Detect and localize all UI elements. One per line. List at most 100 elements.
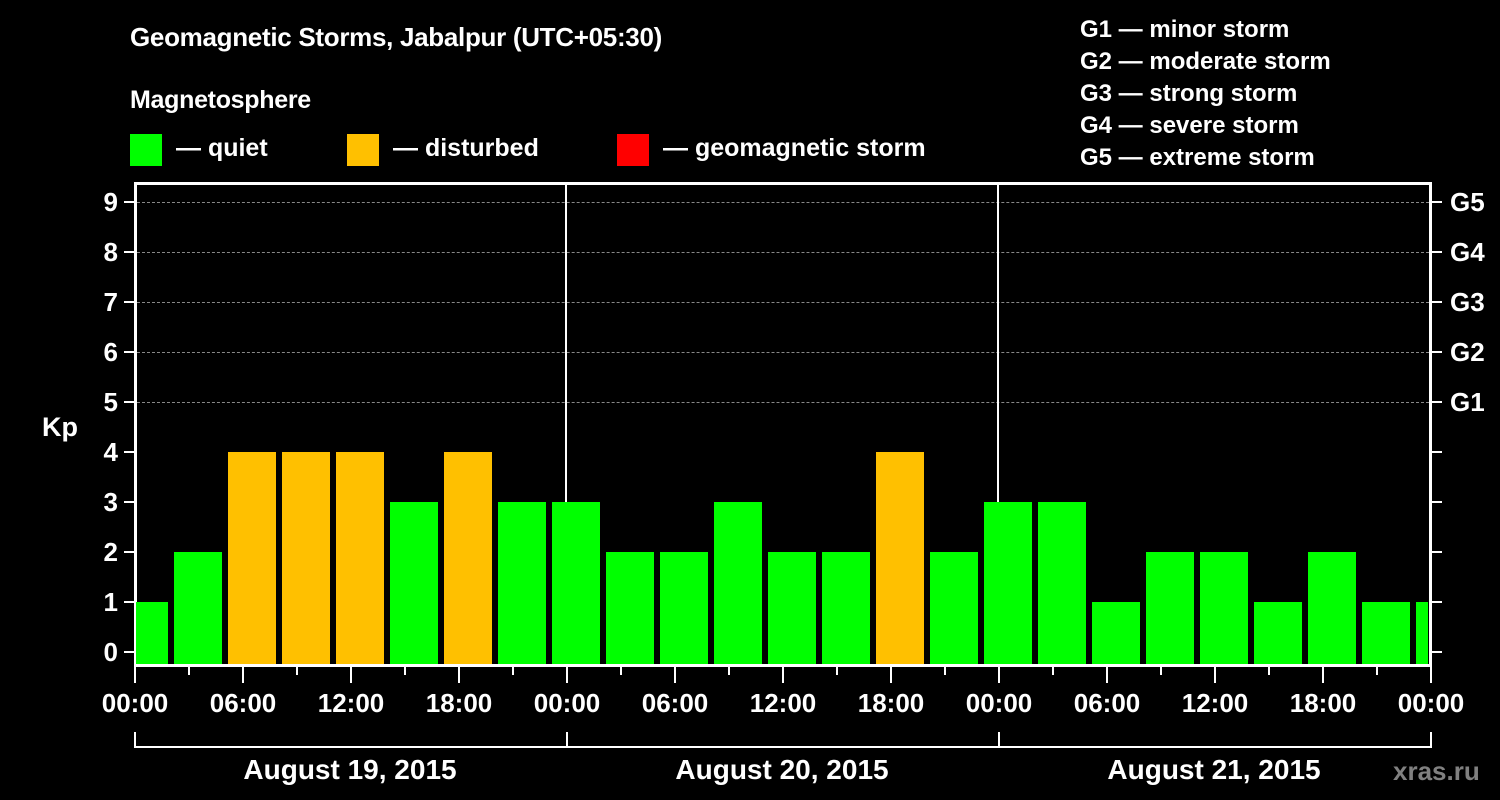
kp-bar [768,552,816,664]
y-tick [124,651,134,653]
x-tick [188,667,190,675]
kp-bar [390,502,438,664]
gridline [137,302,1429,303]
g-scale-label: G4 [1450,237,1485,267]
x-tick [728,667,730,675]
kp-bar [606,552,654,664]
x-tick [242,667,244,683]
day-separator [565,185,567,664]
kp-bar [228,452,276,664]
x-tick [1322,667,1324,683]
x-tick [1214,667,1216,683]
x-tick [782,667,784,683]
kp-bar [336,452,384,664]
gridline [137,352,1429,353]
plot-area [134,182,1432,667]
kp-bar [822,552,870,664]
x-tick [620,667,622,675]
kp-bar [1146,552,1194,664]
x-tick-label: 00:00 [533,688,601,718]
y-tick [124,551,134,553]
kp-bar [660,552,708,664]
kp-bar [1416,602,1428,664]
kp-bar [282,452,330,664]
date-bracket-end [566,732,568,748]
y-tick [124,601,134,603]
y-tick [124,301,134,303]
watermark: xras.ru [1393,756,1480,786]
right-tick [1432,301,1442,303]
y-tick-label: 2 [103,537,118,567]
storm-scale-g4: G4 — severe storm [1080,112,1299,139]
date-label: August 21, 2015 [1107,754,1321,785]
x-tick-label: 18:00 [425,688,493,718]
g-scale-label: G3 [1450,287,1485,317]
y-tick [124,401,134,403]
right-tick [1432,451,1442,453]
x-tick [998,667,1000,683]
legend-label-quiet: — quiet [176,134,268,162]
date-bracket-end [134,732,136,748]
right-tick [1432,201,1442,203]
legend-label-disturbed: — disturbed [393,134,539,162]
gridline [137,402,1429,403]
y-tick [124,201,134,203]
date-label: August 19, 2015 [243,754,457,785]
x-tick [458,667,460,683]
day-separator [997,185,999,664]
kp-bar [1254,602,1302,664]
x-tick-label: 00:00 [965,688,1033,718]
right-tick [1432,601,1442,603]
storm-scale-g3: G3 — strong storm [1080,80,1298,107]
kp-bar [1308,552,1356,664]
x-tick-label: 18:00 [857,688,925,718]
x-tick [296,667,298,675]
y-tick-label: 0 [103,637,118,667]
y-tick-label: 4 [103,437,118,467]
chart-subtitle: Magnetosphere [130,86,311,114]
x-tick [1160,667,1162,675]
x-tick [134,667,136,683]
y-tick-label: 5 [103,387,118,417]
g-scale-label: G2 [1450,337,1485,367]
legend-swatch-disturbed [347,134,379,166]
y-tick-label: 8 [103,237,118,267]
y-tick [124,501,134,503]
right-tick [1432,401,1442,403]
x-tick [1106,667,1108,683]
kp-bar [714,502,762,664]
kp-bar [930,552,978,664]
right-tick [1432,351,1442,353]
y-tick [124,251,134,253]
kp-bar [1200,552,1248,664]
y-tick-label: 9 [103,187,118,217]
x-tick [350,667,352,683]
date-bracket-end [1430,732,1432,748]
legend-swatch-storm [617,134,649,166]
date-label: August 20, 2015 [675,754,889,785]
storm-scale-g1: G1 — minor storm [1080,16,1290,43]
right-tick [1432,651,1442,653]
legend-label-storm: — geomagnetic storm [663,134,926,162]
y-tick [124,451,134,453]
y-tick [124,351,134,353]
storm-scale-g2: G2 — moderate storm [1080,48,1331,75]
x-tick [566,667,568,683]
kp-bar [876,452,924,664]
kp-bar [552,502,600,664]
x-tick [674,667,676,683]
x-tick [890,667,892,683]
kp-bar [1038,502,1086,664]
y-tick-label: 6 [103,337,118,367]
kp-bar [444,452,492,664]
storm-scale-legend: G1 — minor storm G2 — moderate storm G3 … [1080,14,1331,174]
kp-bar [174,552,222,664]
x-tick-label: 12:00 [749,688,817,718]
y-axis-label: Kp [42,412,78,442]
kp-bar [498,502,546,664]
x-tick-label: 00:00 [1397,688,1465,718]
x-tick-label: 18:00 [1289,688,1357,718]
x-tick-label: 06:00 [1073,688,1141,718]
gridline [137,202,1429,203]
y-tick-label: 1 [103,587,118,617]
